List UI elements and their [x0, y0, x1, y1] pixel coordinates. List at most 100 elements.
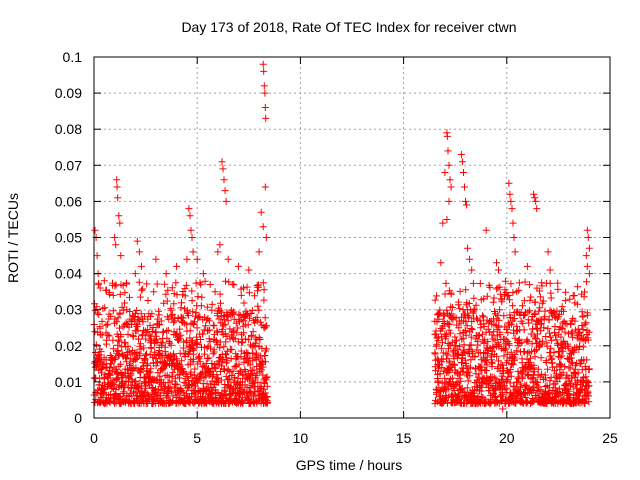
data-point	[255, 306, 263, 314]
data-point	[260, 67, 268, 75]
data-point	[457, 377, 465, 385]
data-point	[229, 280, 237, 288]
data-point	[140, 362, 148, 370]
data-point	[493, 285, 501, 293]
data-point	[231, 363, 239, 371]
data-point	[546, 266, 554, 274]
data-point	[263, 373, 271, 381]
data-point	[228, 345, 236, 353]
data-point	[498, 296, 506, 304]
data-point	[495, 323, 503, 331]
data-point	[573, 300, 581, 308]
data-point	[124, 351, 131, 359]
data-point	[123, 306, 131, 314]
data-point	[585, 328, 593, 336]
data-point	[100, 360, 108, 368]
y-tick-label: 0.1	[63, 49, 83, 65]
y-tick-label: 0.09	[55, 85, 82, 101]
data-point	[447, 329, 454, 337]
data-point	[257, 208, 265, 216]
data-point	[191, 318, 198, 326]
data-point	[471, 352, 479, 360]
data-point	[198, 369, 206, 377]
data-point	[513, 347, 521, 355]
data-point	[110, 381, 118, 389]
data-point	[173, 355, 180, 363]
data-point	[499, 405, 507, 413]
data-point	[105, 370, 113, 377]
data-point	[98, 317, 106, 325]
data-point	[263, 345, 270, 353]
data-point	[219, 356, 227, 363]
data-point	[116, 309, 124, 317]
data-point	[260, 286, 268, 294]
data-point	[230, 308, 238, 316]
data-point	[221, 321, 229, 329]
data-point	[116, 219, 124, 227]
data-point	[179, 344, 187, 352]
data-point	[95, 311, 103, 318]
data-point	[565, 387, 573, 395]
data-point	[152, 255, 160, 263]
data-point	[126, 308, 134, 315]
data-point	[463, 322, 471, 330]
data-point	[507, 320, 515, 328]
data-point	[210, 322, 218, 330]
data-point	[492, 375, 500, 383]
data-point	[211, 364, 219, 372]
data-point	[155, 311, 163, 319]
data-point	[183, 321, 191, 329]
data-point	[116, 290, 124, 298]
data-point	[442, 279, 450, 287]
data-point	[466, 363, 474, 371]
data-point	[182, 281, 190, 289]
data-point	[102, 321, 110, 329]
data-point	[209, 321, 217, 329]
data-point	[480, 313, 487, 321]
data-point	[131, 313, 139, 320]
data-point	[460, 341, 468, 349]
data-point	[115, 393, 123, 401]
data-point	[562, 288, 570, 296]
data-point	[503, 384, 511, 392]
data-point	[584, 379, 592, 387]
data-point	[240, 329, 248, 337]
data-point	[585, 366, 593, 373]
data-point	[137, 310, 145, 318]
data-point	[197, 336, 204, 343]
data-point	[467, 325, 475, 332]
data-point	[442, 332, 450, 340]
data-point	[500, 312, 508, 320]
data-point	[468, 266, 476, 274]
data-point	[208, 300, 216, 308]
data-point	[263, 322, 271, 330]
data-point	[104, 331, 112, 339]
data-point	[139, 285, 147, 293]
data-point	[579, 326, 587, 333]
data-point	[561, 297, 569, 305]
data-point	[437, 344, 445, 352]
data-point	[261, 183, 269, 191]
data-point	[178, 299, 185, 307]
data-point	[226, 368, 234, 376]
data-point	[111, 354, 119, 362]
data-point	[433, 292, 441, 300]
data-point	[223, 309, 231, 317]
data-point	[583, 226, 591, 234]
data-point	[221, 387, 229, 395]
data-point	[224, 255, 232, 263]
data-point	[253, 351, 260, 359]
data-point	[509, 302, 517, 310]
data-point	[262, 376, 270, 384]
data-point	[531, 368, 538, 376]
data-point	[452, 314, 460, 322]
data-point	[484, 338, 492, 346]
data-point	[495, 316, 503, 324]
data-point	[567, 321, 575, 328]
data-point	[496, 306, 504, 314]
data-point	[93, 362, 101, 370]
data-point	[121, 289, 129, 297]
data-point	[157, 338, 165, 346]
data-point	[244, 321, 252, 329]
data-point	[454, 301, 462, 309]
